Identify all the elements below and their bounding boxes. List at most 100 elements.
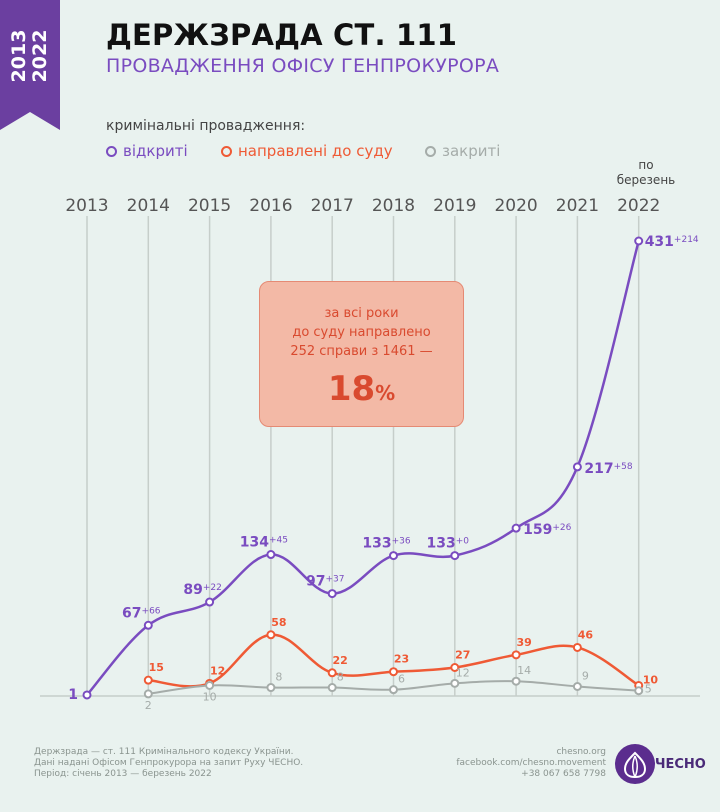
ring-icon	[106, 145, 117, 157]
data-label: 5	[645, 683, 652, 696]
x-tick-label: 2019	[433, 196, 476, 216]
facebook-link[interactable]: facebook.com/chesno.movement	[456, 758, 606, 768]
increment-label: +66	[142, 606, 161, 616]
x-tick-label: 2022	[617, 196, 660, 216]
phone-number: +38 067 658 7798	[521, 769, 606, 779]
x-tick-label: 2020	[494, 196, 537, 216]
data-point	[450, 551, 460, 561]
legend-item-court: направлені до суду	[221, 142, 393, 160]
x-tick-label: 2016	[249, 196, 292, 216]
data-label: 8	[275, 671, 282, 684]
data-label: 22	[333, 654, 348, 667]
data-point	[266, 550, 276, 560]
data-point	[266, 683, 276, 693]
years-tag: 2013 2022	[0, 0, 60, 130]
ring-icon	[425, 145, 436, 157]
increment-label: +26	[552, 523, 571, 533]
increment-label: +214	[674, 235, 699, 245]
data-point	[634, 686, 644, 696]
callout-line: до суду направлено	[292, 325, 431, 340]
increment-label: +37	[325, 575, 344, 585]
x-tick-label: 2018	[372, 196, 415, 216]
data-label: 431+214	[645, 234, 699, 250]
data-label: 6	[398, 673, 405, 686]
data-label: 12	[210, 664, 225, 677]
data-point	[205, 680, 215, 690]
summary-callout: за всі роки до суду направлено 252 справ…	[259, 281, 464, 427]
x-tick-label: 2021	[556, 196, 599, 216]
data-label: 23	[394, 653, 409, 666]
data-point	[389, 685, 398, 695]
increment-label: +22	[203, 583, 222, 593]
footer-note: Держзрада — ст. 111 Кримінального кодекс…	[34, 747, 294, 757]
data-label: 46	[578, 628, 594, 641]
legend-title: кримінальні провадження:	[106, 118, 306, 134]
data-point	[389, 667, 398, 677]
data-point	[205, 597, 215, 607]
data-point	[450, 662, 460, 672]
legend-label: закриті	[442, 142, 501, 160]
data-label: 217+58	[584, 461, 633, 477]
data-label: 89+22	[183, 582, 221, 598]
data-point	[572, 681, 582, 691]
data-label: 2	[145, 699, 152, 712]
data-point	[450, 678, 460, 688]
data-point	[143, 620, 153, 630]
data-point	[143, 675, 153, 685]
data-label: 134+45	[240, 535, 288, 551]
data-label: 14	[517, 664, 531, 677]
brand-name: ЧЕСНО	[655, 757, 706, 772]
x-tick-label: 2015	[188, 196, 231, 216]
data-point	[511, 676, 521, 686]
callout-percentage: 18%	[260, 369, 463, 409]
period-note-line: по	[638, 158, 654, 172]
data-point	[634, 236, 644, 246]
data-point	[266, 630, 276, 640]
increment-label: +0	[456, 537, 470, 547]
callout-number: 18	[327, 369, 376, 409]
data-label: 133+36	[362, 536, 411, 552]
data-label: 58	[271, 616, 286, 629]
data-label: 1	[68, 687, 78, 703]
footer-note: Період: січень 2013 — березень 2022	[34, 769, 212, 779]
legend-item-opened: відкриті	[106, 142, 188, 160]
data-point	[327, 683, 337, 693]
ring-icon	[221, 145, 232, 157]
website-link[interactable]: chesno.org	[556, 747, 606, 757]
data-label: 133+0	[427, 536, 470, 552]
data-point	[511, 523, 521, 533]
x-tick-label: 2014	[127, 196, 170, 216]
footer-contacts: chesno.org facebook.com/chesno.movement …	[456, 747, 606, 780]
footer-note: Дані надані Офісом Генпрокурора на запит…	[34, 758, 304, 768]
data-point	[572, 642, 582, 652]
data-label: 10	[203, 690, 217, 703]
data-point	[327, 668, 337, 678]
increment-label: +58	[614, 462, 633, 472]
data-point	[82, 690, 92, 700]
data-label: 67+66	[122, 605, 161, 621]
x-tick-label: 2013	[65, 196, 108, 216]
legend-item-closed: закриті	[425, 142, 500, 160]
data-point	[327, 589, 337, 599]
data-point	[511, 650, 521, 660]
period-note-line: березень	[616, 173, 676, 187]
data-point	[572, 462, 582, 472]
data-label: 15	[149, 661, 164, 674]
data-label: 9	[582, 669, 589, 682]
callout-line: 252 справи з 1461 —	[290, 344, 433, 359]
x-tick-label: 2017	[311, 196, 354, 216]
garlic-logo-icon	[615, 744, 655, 784]
increment-label: +36	[392, 537, 411, 547]
data-label: 27	[455, 648, 470, 661]
data-point	[389, 551, 398, 561]
data-label: 39	[516, 636, 531, 649]
data-label: 97+37	[306, 574, 344, 590]
data-label: 8	[337, 671, 344, 684]
footer-notes: Держзрада — ст. 111 Кримінального кодекс…	[34, 747, 303, 780]
page-subtitle: ПРОВАДЖЕННЯ ОФІСУ ГЕНПРОКУРОРА	[106, 55, 500, 77]
data-label: 159+26	[523, 522, 572, 538]
data-label: 12	[456, 666, 470, 679]
period-note: по березень	[604, 158, 688, 188]
data-point	[143, 689, 153, 699]
